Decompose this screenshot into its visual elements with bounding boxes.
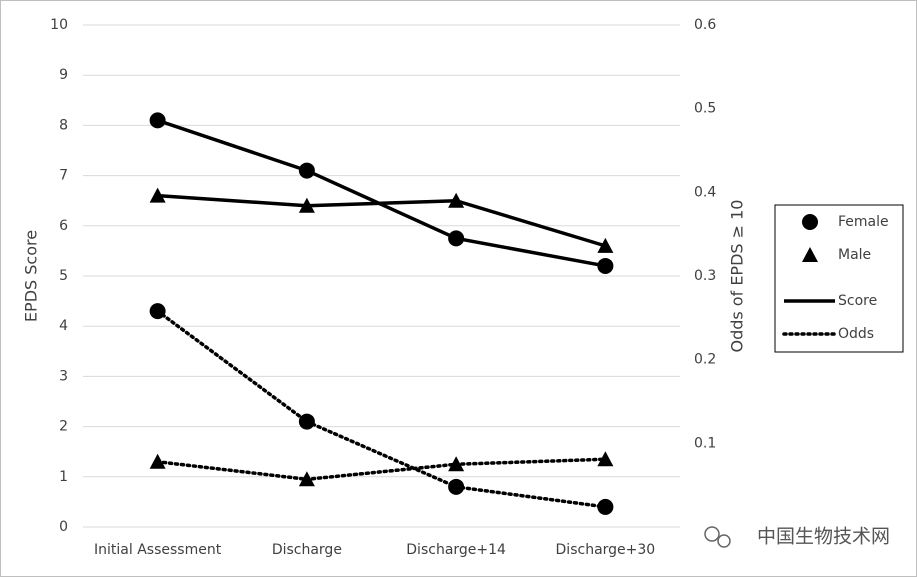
y-tick-label: 2 (59, 419, 68, 435)
legend-marker (802, 214, 818, 230)
point (298, 162, 315, 179)
legend-label: Score (838, 293, 877, 309)
x-tick-label: Discharge (272, 542, 342, 558)
y-tick-label: 6 (59, 218, 68, 234)
legend-label: Female (838, 214, 889, 230)
point (149, 187, 166, 203)
legend-label: Odds (838, 326, 874, 342)
point (448, 192, 465, 208)
legend-label: Male (838, 247, 871, 263)
y-tick-label: 4 (59, 318, 68, 334)
point (597, 498, 614, 515)
point (597, 237, 614, 253)
y2-tick-label: 0.6 (694, 17, 716, 33)
y-tick-label: 7 (59, 168, 68, 184)
point (149, 303, 166, 320)
series-line (157, 193, 606, 248)
legend-box (774, 204, 904, 353)
x-tick-label: Discharge+14 (406, 542, 506, 558)
watermark-icon (704, 526, 731, 548)
point (597, 451, 614, 467)
series-line (155, 309, 608, 509)
y2-tick-label: 0.1 (694, 435, 716, 451)
point (597, 257, 614, 274)
y-tick-label: 9 (59, 67, 68, 83)
y-tick-label: 8 (59, 117, 68, 133)
y2-tick-label: 0.2 (694, 352, 716, 368)
point (298, 413, 315, 430)
y2-tick-label: 0.5 (694, 101, 716, 117)
point (149, 453, 166, 469)
x-tick-label: Discharge+30 (556, 542, 656, 558)
point (298, 471, 315, 487)
point (448, 478, 465, 495)
legend-marker (802, 247, 818, 262)
x-tick-label: Initial Assessment (94, 542, 222, 558)
watermark: 中国生物技术网 (757, 526, 890, 548)
y2-tick-label: 0.3 (694, 268, 716, 284)
y2-axis-title: Odds of EPDS ≥ 10 (728, 199, 747, 352)
y-tick-label: 5 (59, 268, 68, 284)
point (298, 197, 315, 213)
y-tick-label: 1 (59, 469, 68, 485)
series-line (155, 457, 608, 482)
y-tick-label: 10 (50, 17, 68, 33)
y-axis-title: EPDS Score (22, 230, 41, 322)
y2-tick-label: 0.4 (694, 184, 716, 200)
point (448, 456, 465, 472)
point (149, 112, 166, 129)
point (448, 230, 465, 247)
y-tick-label: 3 (59, 368, 68, 384)
y-tick-label: 0 (59, 519, 68, 535)
